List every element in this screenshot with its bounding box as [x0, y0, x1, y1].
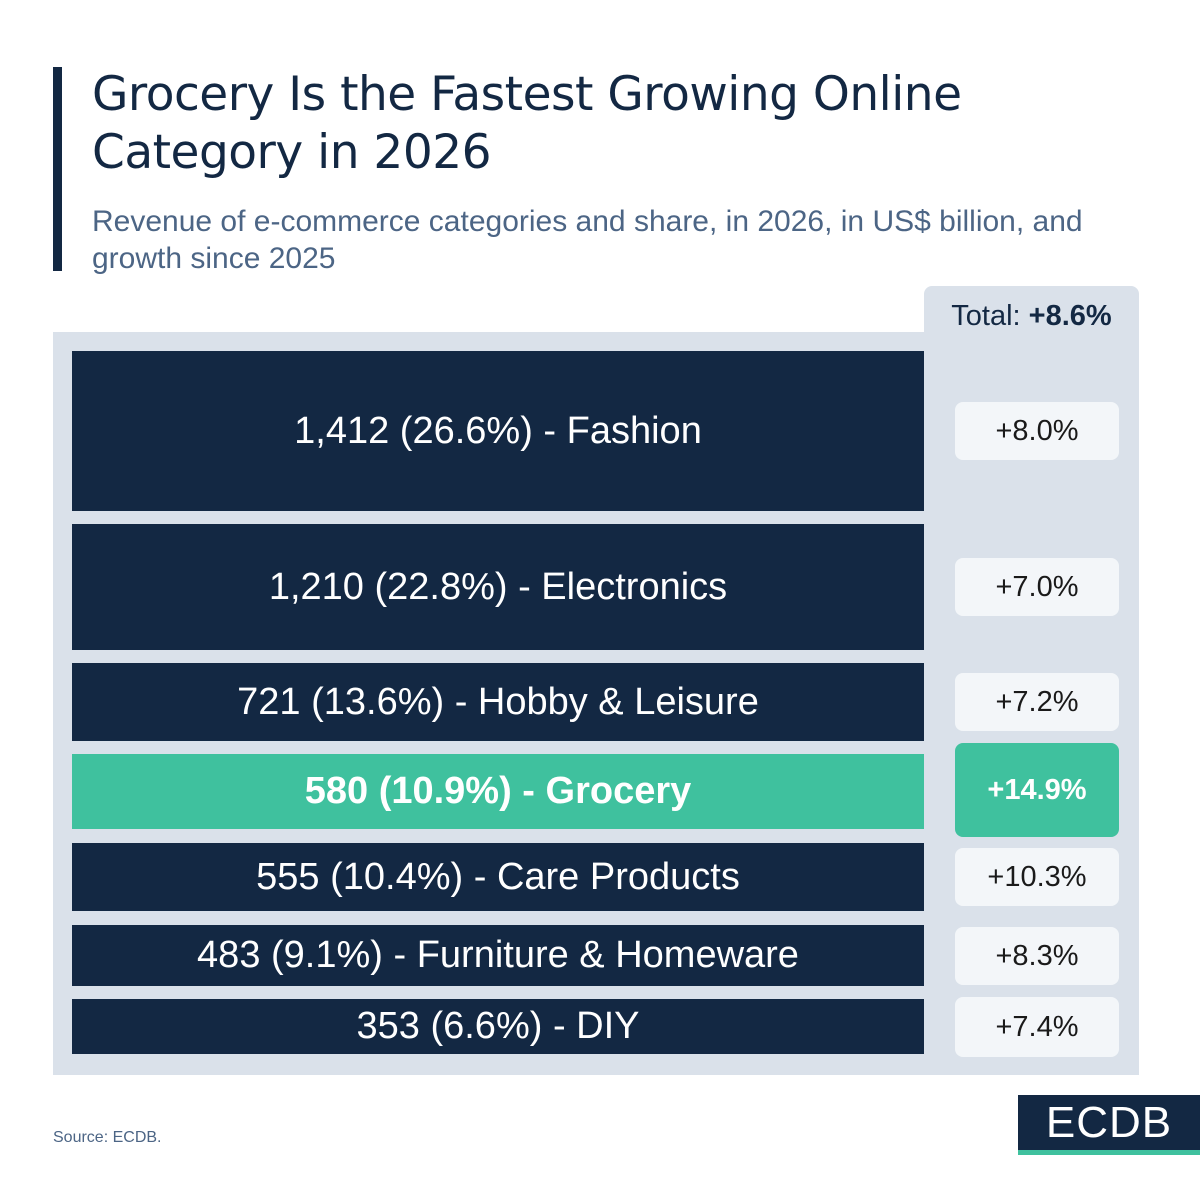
total-tab — [924, 286, 1139, 346]
source-note: Source: ECDB. — [53, 1129, 162, 1146]
growth-value: +7.4% — [995, 1010, 1079, 1043]
category-bar-label: 580 (10.9%) - Grocery — [304, 770, 692, 812]
total-growth-label: Total: +8.6% — [924, 300, 1139, 333]
category-bar-label: 1,412 (26.6%) - Fashion — [294, 409, 702, 452]
category-bar: 1,210 (22.8%) - Electronics — [72, 524, 924, 650]
category-bar-label: 353 (6.6%) - DIY — [356, 1005, 640, 1047]
category-bar: 353 (6.6%) - DIY — [72, 999, 924, 1054]
growth-badge: +8.0% — [955, 402, 1119, 460]
growth-value: +14.9% — [987, 773, 1087, 806]
growth-badge: +7.4% — [955, 997, 1119, 1057]
category-bar-label: 1,210 (22.8%) - Electronics — [268, 565, 728, 608]
total-label-text: Total: — [951, 300, 1021, 332]
growth-badge: +14.9% — [955, 743, 1119, 837]
growth-value: +8.3% — [995, 939, 1079, 972]
category-bar-label: 483 (9.1%) - Furniture & Homeware — [197, 934, 799, 976]
category-bar: 1,412 (26.6%) - Fashion — [72, 351, 924, 511]
ecdb-logo: ECDB — [1018, 1095, 1200, 1155]
growth-value: +8.0% — [995, 414, 1079, 447]
total-growth-value: +8.6% — [1028, 300, 1112, 332]
growth-badge: +7.0% — [955, 558, 1119, 616]
category-bar: 580 (10.9%) - Grocery — [72, 754, 924, 829]
growth-badge: +7.2% — [955, 673, 1119, 731]
category-bar-label: 721 (13.6%) - Hobby & Leisure — [237, 680, 759, 723]
category-bar-label: 555 (10.4%) - Care Products — [256, 855, 740, 898]
growth-badge: +8.3% — [955, 927, 1119, 985]
page-title: Grocery Is the Fastest Growing Online Ca… — [92, 67, 962, 180]
title-accent-bar — [53, 67, 62, 271]
category-bar: 721 (13.6%) - Hobby & Leisure — [72, 663, 924, 741]
category-bar: 483 (9.1%) - Furniture & Homeware — [72, 925, 924, 986]
growth-value: +7.2% — [995, 685, 1079, 718]
page-subtitle: Revenue of e-commerce categories and sha… — [92, 205, 1083, 275]
growth-value: +10.3% — [987, 860, 1087, 893]
growth-badge: +10.3% — [955, 848, 1119, 906]
category-bar: 555 (10.4%) - Care Products — [72, 843, 924, 911]
growth-value: +7.0% — [995, 570, 1079, 603]
